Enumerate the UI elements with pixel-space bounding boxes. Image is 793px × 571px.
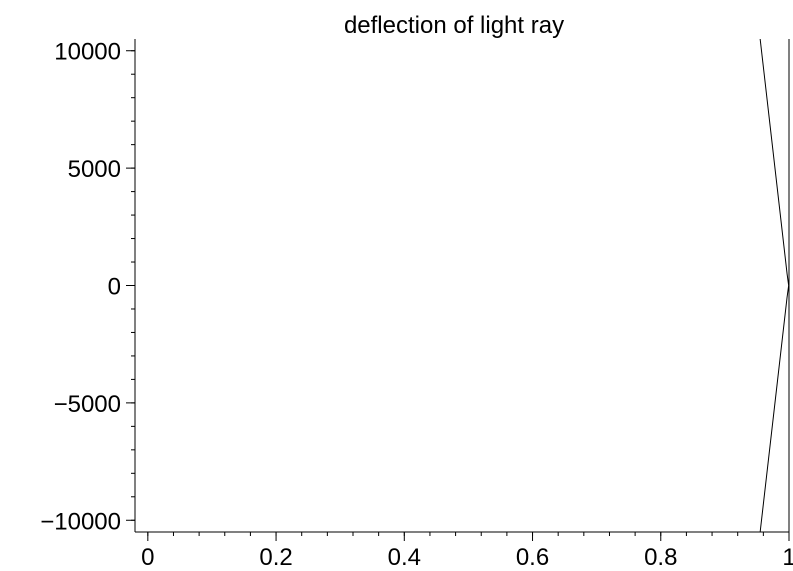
x-tick-label: 0 [141, 544, 154, 571]
x-tick-label: 0.6 [516, 544, 549, 571]
series-line-segment [759, 39, 789, 286]
y-tick-label: −5000 [54, 391, 121, 418]
axes [134, 39, 790, 533]
chart-title: deflection of light ray [344, 12, 564, 39]
series-line-segment [759, 285, 789, 532]
y-tick-label: 10000 [54, 39, 121, 66]
y-axis-ticks: −10000 −5000 0 5000 10000 [40, 39, 135, 535]
x-tick-label: 0.8 [644, 544, 677, 571]
y-tick-label: −10000 [40, 508, 121, 535]
x-tick-label: 1 [782, 544, 793, 571]
x-tick-label: 0.2 [259, 544, 292, 571]
y-tick-label: 5000 [68, 156, 121, 183]
y-tick-label: 0 [108, 274, 121, 301]
x-axis-ticks: 0 0.2 0.4 0.6 0.8 1 [141, 532, 793, 571]
series-layer [759, 39, 789, 532]
x-tick-label: 0.4 [388, 544, 421, 571]
